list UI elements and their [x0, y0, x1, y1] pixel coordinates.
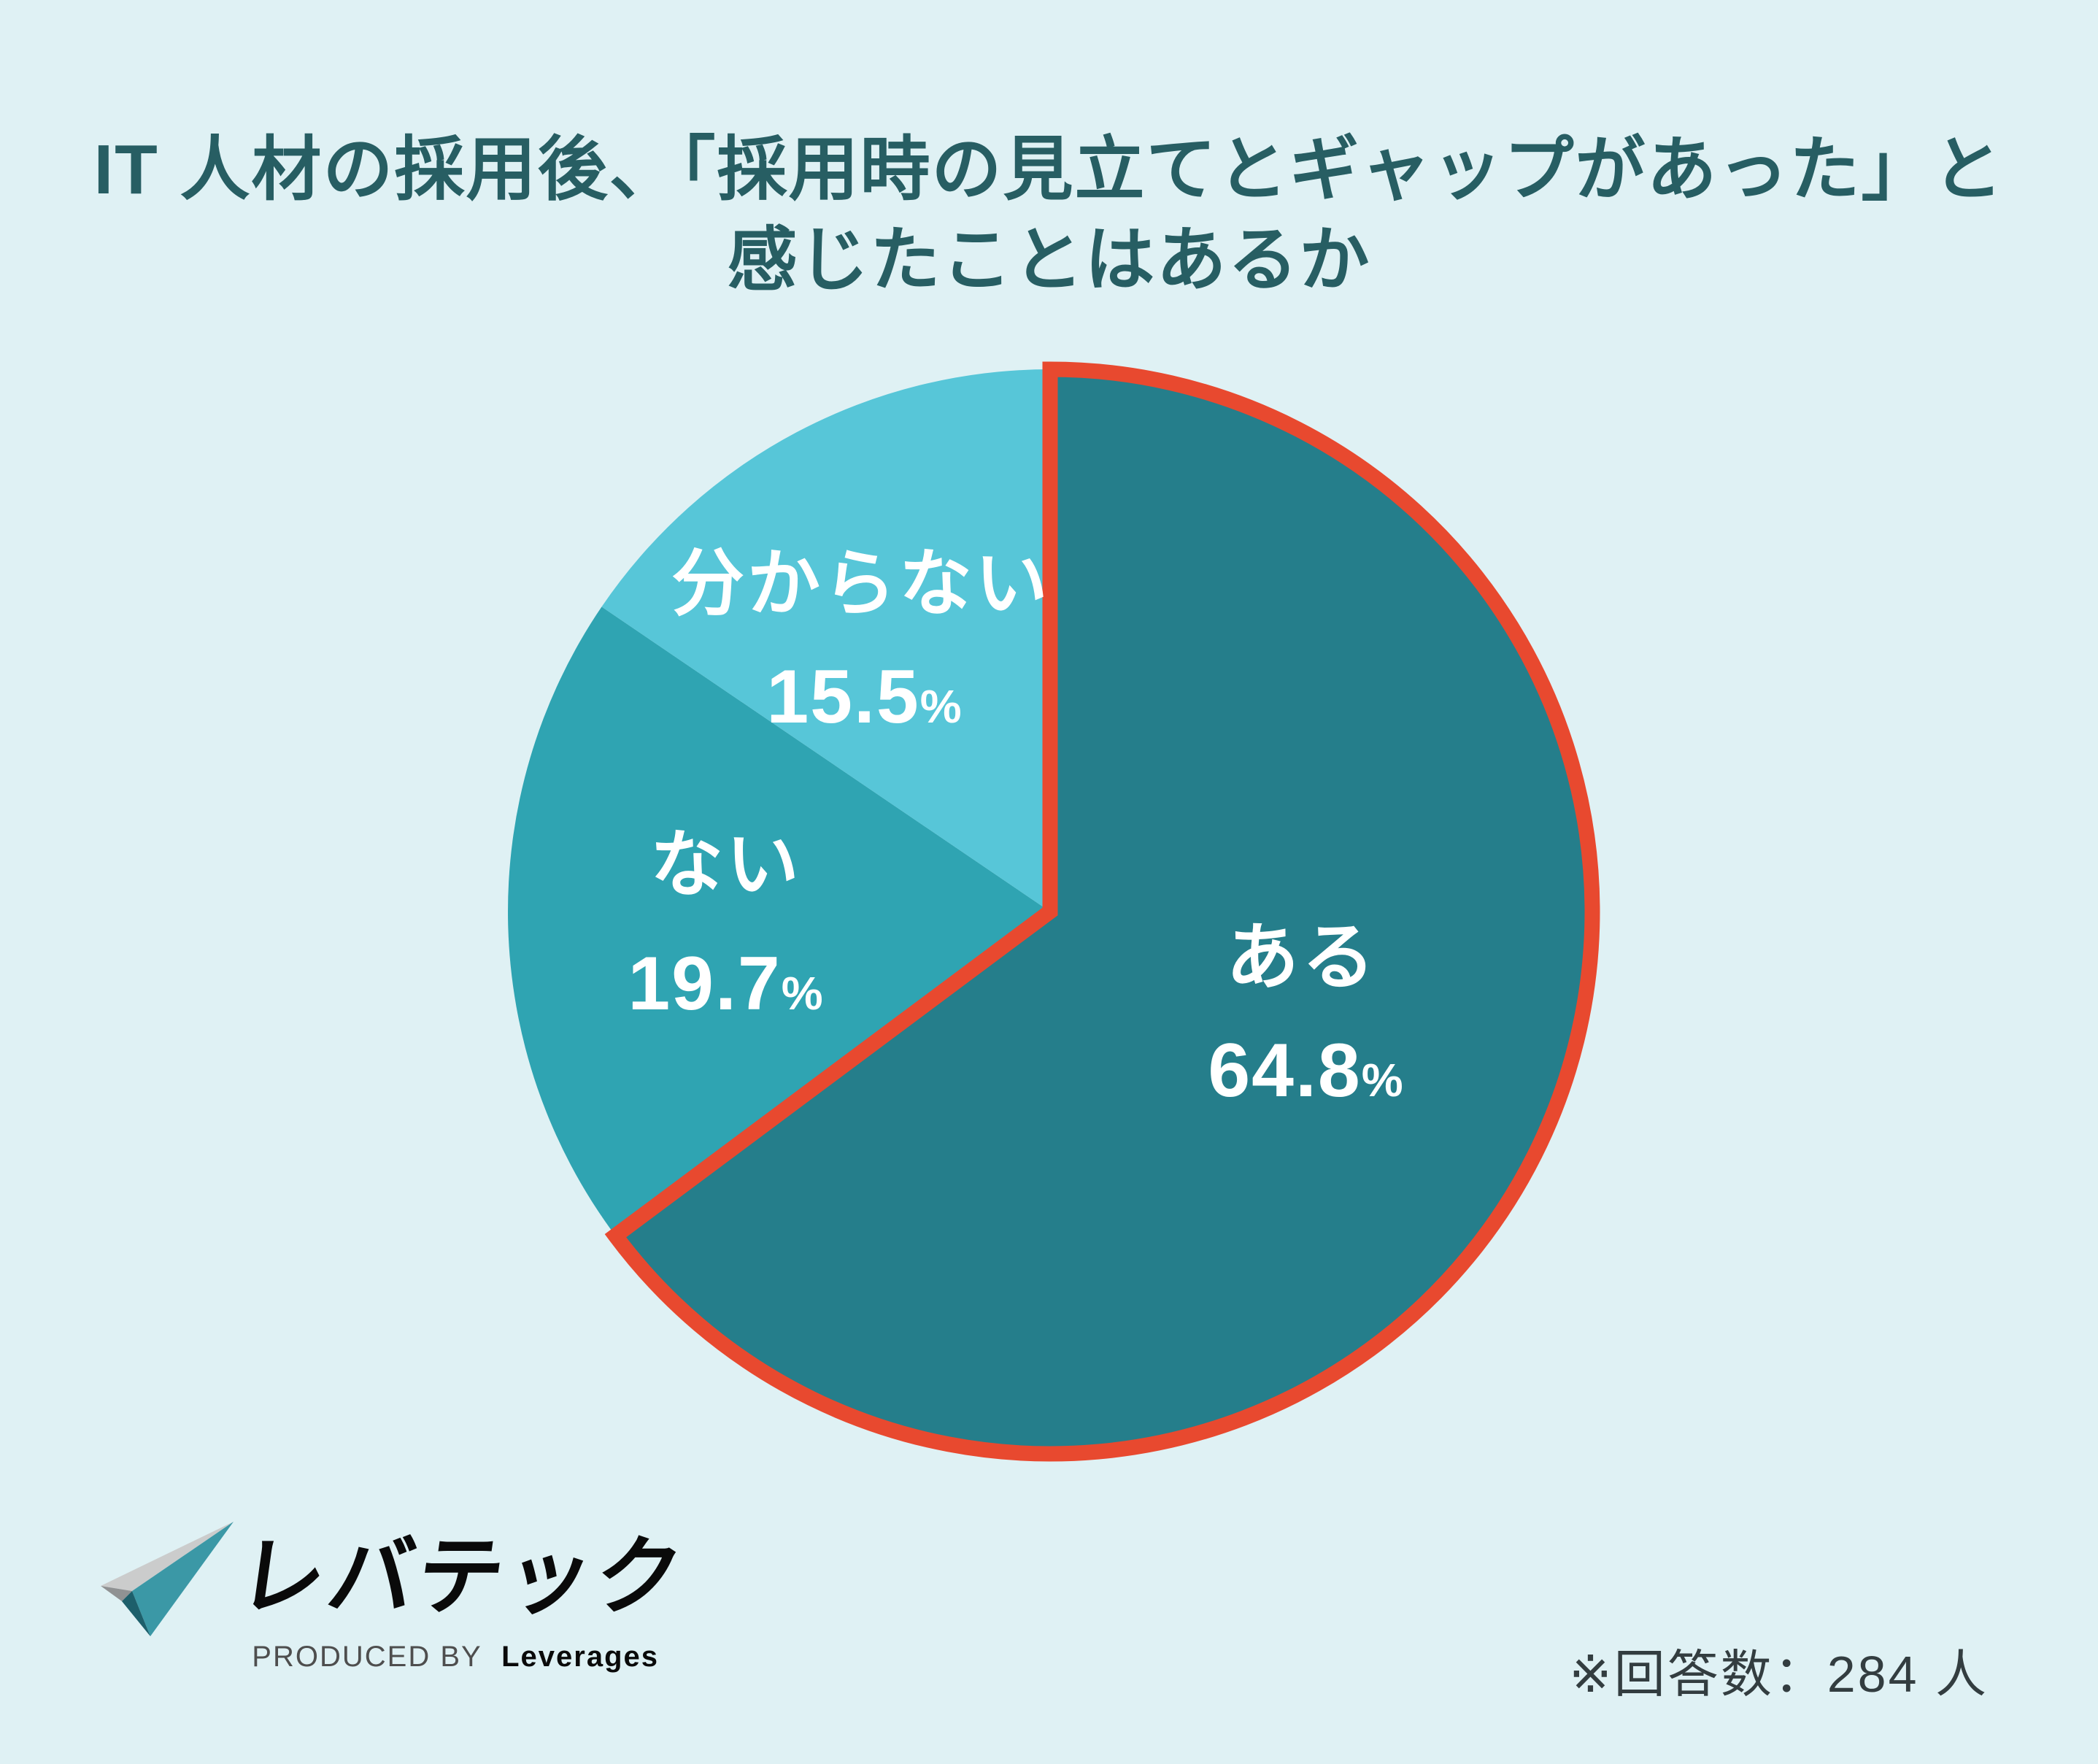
pie-label-nai: ない — [650, 824, 802, 906]
logo-wing-shade-icon — [122, 1591, 150, 1636]
pie-value-aru: 64.8% — [1208, 1033, 1404, 1109]
page-title-line1: IT 人材の採用後、「採用時の見立てとギャップがあった」と — [93, 131, 2005, 209]
produced-by-label: PRODUCED BY — [252, 1641, 482, 1673]
logo-wing-left-icon — [101, 1586, 132, 1601]
pie-label-wakaranai: 分からない — [671, 543, 1051, 625]
levtech-logo-icon — [101, 1522, 234, 1636]
page-title-line2: 感じたことはあるか — [727, 221, 1371, 299]
pie-value-aru-unit: % — [1361, 1054, 1405, 1106]
pie-value-wakaranai-unit: % — [919, 680, 963, 733]
produced-by-line: PRODUCED BY Leverages — [237, 1641, 659, 1673]
pie-value-nai-unit: % — [781, 967, 825, 1020]
pie-value-wakaranai-number: 15.5 — [766, 655, 920, 739]
pie-value-wakaranai: 15.5% — [766, 659, 963, 735]
pie-value-aru-number: 64.8 — [1208, 1028, 1362, 1113]
logo-wing-top-icon — [101, 1522, 234, 1591]
pie-slice-分からない — [601, 369, 1050, 912]
page-title: IT 人材の採用後、「採用時の見立てとギャップがあった」と 感じたことはあるか — [0, 125, 2098, 306]
pie-label-aru: ある — [1226, 917, 1378, 998]
pie-value-nai: 19.7% — [628, 946, 824, 1022]
levtech-brand-text: レバテック — [232, 1529, 692, 1625]
pie-slice-ない — [508, 606, 1050, 1236]
respondent-count-note: ※回答数：284 人 — [1569, 1646, 1989, 1703]
pie-slice-ある — [604, 361, 1600, 1462]
pie-value-nai-number: 19.7 — [628, 941, 782, 1026]
logo-wing-main-icon — [132, 1522, 234, 1636]
pie-chart — [508, 361, 1600, 1462]
leverages-label: Leverages — [501, 1641, 659, 1673]
